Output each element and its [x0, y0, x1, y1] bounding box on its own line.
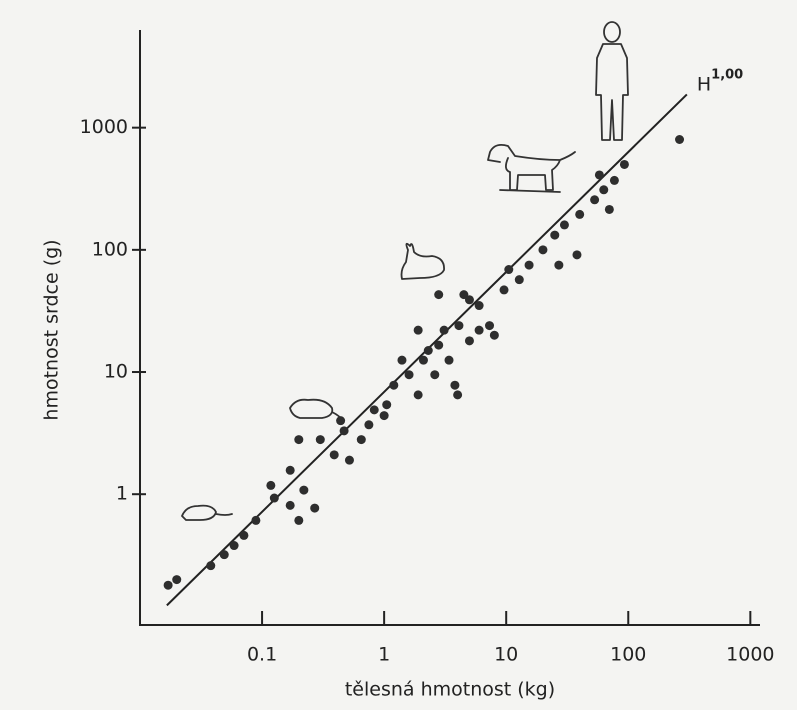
data-point	[163, 580, 173, 590]
data-point	[450, 380, 460, 390]
data-point	[504, 265, 514, 275]
data-point	[413, 325, 423, 335]
data-point	[485, 321, 495, 331]
data-point	[599, 185, 609, 195]
data-point	[575, 209, 585, 219]
annotation-exponent: 1,00	[711, 67, 743, 82]
data-point	[514, 275, 524, 285]
data-point	[239, 530, 249, 540]
data-point	[550, 230, 560, 240]
data-point	[590, 195, 600, 205]
data-point	[423, 346, 433, 356]
data-point	[310, 503, 320, 513]
data-point	[474, 301, 484, 311]
data-point	[172, 575, 182, 585]
data-point	[315, 435, 325, 445]
data-point	[369, 405, 379, 415]
data-point	[675, 135, 685, 145]
data-point	[379, 411, 389, 421]
annotation-text: H	[697, 73, 711, 95]
data-point	[454, 321, 464, 331]
data-point	[572, 250, 582, 260]
mouse-icon	[181, 504, 233, 521]
x-tick-label: 1000	[726, 644, 774, 666]
axes	[139, 30, 760, 626]
data-point	[356, 435, 366, 445]
rat-icon	[289, 398, 343, 421]
data-point	[489, 330, 499, 340]
data-point	[554, 260, 564, 270]
data-point	[251, 515, 261, 525]
data-point	[266, 480, 276, 490]
data-point	[559, 220, 569, 230]
x-tick-label: 10	[494, 644, 518, 666]
data-point	[453, 390, 463, 400]
data-point	[382, 400, 392, 410]
data-point	[434, 340, 444, 350]
data-point	[364, 420, 374, 430]
human-icon	[595, 21, 629, 141]
y-tick-label: 10	[104, 361, 128, 383]
data-point	[336, 416, 346, 426]
data-point	[285, 465, 295, 475]
data-point	[538, 245, 548, 255]
data-point	[430, 370, 440, 380]
data-point	[464, 295, 474, 305]
data-point	[594, 170, 604, 180]
animal-icons	[181, 21, 629, 521]
data-point	[404, 370, 414, 380]
x-tick-label: 0.1	[247, 644, 277, 666]
data-point	[269, 493, 279, 503]
y-tick-label: 100	[92, 238, 128, 260]
data-point	[413, 390, 423, 400]
rabbit-icon	[400, 242, 445, 280]
data-point	[439, 325, 449, 335]
data-point	[219, 550, 229, 560]
data-point	[397, 355, 407, 365]
data-point	[474, 325, 484, 335]
fit-annotation: H1,00	[697, 67, 743, 95]
data-point	[444, 355, 454, 365]
data-point	[418, 355, 428, 365]
y-tick-label: 1000	[80, 116, 128, 138]
data-point	[206, 561, 216, 571]
dog-icon	[487, 143, 576, 193]
y-axis-label: hmotnost srdce (g)	[41, 239, 63, 420]
data-point	[329, 450, 339, 460]
data-point	[294, 435, 304, 445]
data-point	[604, 204, 614, 214]
data-point	[524, 260, 534, 270]
data-point	[464, 336, 474, 346]
data-point	[434, 290, 444, 300]
x-axis-label: tělesná hmotnost (kg)	[345, 679, 555, 701]
data-point	[299, 485, 309, 495]
data-point	[619, 159, 629, 169]
x-tick-label: 100	[610, 644, 646, 666]
data-point	[389, 380, 399, 390]
data-point	[344, 455, 354, 465]
data-point	[339, 426, 349, 436]
x-tick-label: 1	[378, 644, 390, 666]
data-point	[229, 541, 239, 551]
data-point	[609, 175, 619, 185]
data-point	[294, 515, 304, 525]
data-point	[499, 285, 509, 295]
data-point	[285, 500, 295, 510]
y-tick-label: 1	[116, 483, 128, 505]
